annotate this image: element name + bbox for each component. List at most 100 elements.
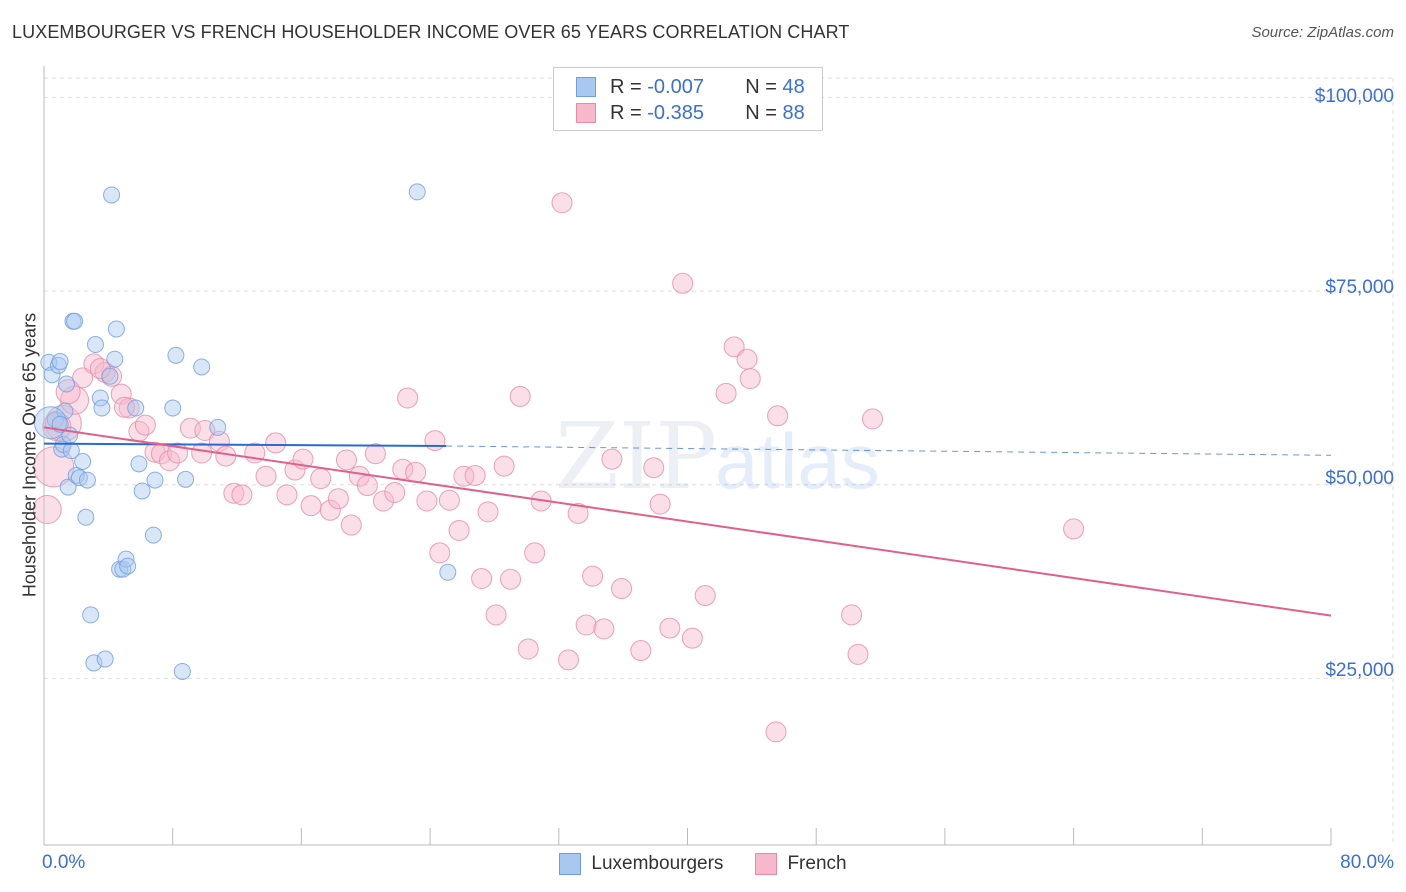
r-value: -0.385 — [647, 101, 704, 124]
french-trend-line — [43, 426, 1332, 617]
french-point — [767, 405, 789, 427]
french-point — [110, 383, 132, 405]
luxembourger-point — [51, 353, 69, 371]
french-point — [575, 614, 597, 636]
luxembourger-trend-extension — [446, 445, 1332, 456]
luxembourger-point — [119, 557, 137, 575]
legend-swatch-blue — [576, 77, 596, 97]
french-points — [32, 192, 1085, 743]
french-point — [310, 468, 332, 490]
legend-swatch-pink — [576, 103, 596, 123]
french-point — [681, 627, 703, 649]
french-point — [438, 489, 460, 511]
trend-lines — [43, 426, 1332, 617]
french-point — [372, 490, 394, 512]
french-point — [215, 445, 237, 467]
luxembourger-point — [33, 406, 67, 440]
luxembourger-point — [62, 442, 80, 460]
x-tick-label-max: 80.0% — [1340, 852, 1394, 873]
french-point — [517, 638, 539, 660]
y-tick-label: $75,000 — [1325, 277, 1394, 298]
french-point — [862, 408, 884, 430]
french-point — [611, 578, 633, 600]
y-axis-label: Householder Income Over 65 years — [19, 312, 40, 598]
luxembourger-point — [167, 346, 185, 364]
french-point — [405, 461, 427, 483]
n-label: N = — [745, 101, 783, 124]
legend-swatch-pink — [755, 853, 778, 875]
french-point — [567, 502, 589, 524]
french-point — [659, 617, 681, 639]
french-point — [509, 385, 531, 407]
french-point — [223, 482, 245, 504]
french-point — [453, 465, 475, 487]
legend-item-french[interactable]: French — [755, 853, 847, 875]
legend-item-luxembourgers[interactable]: Luxembourgers — [559, 853, 723, 875]
n-label: N = — [745, 75, 783, 98]
luxembourger-point — [408, 183, 426, 201]
french-point — [327, 488, 349, 510]
luxembourger-point — [96, 650, 114, 668]
french-point — [231, 484, 253, 506]
french-point — [649, 493, 671, 515]
french-point — [424, 430, 446, 452]
axes — [43, 66, 1332, 846]
n-value: 88 — [782, 101, 805, 124]
r-value: -0.007 — [647, 75, 704, 98]
legend-row-luxembourgers: R = -0.007 N = 48 — [576, 75, 805, 99]
legend-label: Luxembourgers — [591, 853, 724, 874]
french-point — [397, 387, 419, 409]
legend-row-french: R = -0.385 N = 88 — [576, 101, 805, 125]
french-point — [416, 490, 438, 512]
n-value: 48 — [782, 75, 805, 98]
french-point — [384, 481, 406, 503]
luxembourger-point — [144, 526, 162, 544]
french-point — [158, 450, 180, 472]
french-point — [429, 542, 451, 564]
french-point — [551, 192, 573, 214]
r-label: R = — [610, 75, 648, 98]
luxembourger-point — [193, 358, 211, 376]
r-label: R = — [610, 101, 648, 124]
luxembourger-point — [43, 366, 61, 384]
french-point — [765, 721, 787, 743]
luxembourger-point — [46, 411, 64, 429]
luxembourger-point — [67, 466, 85, 484]
french-point — [723, 336, 745, 358]
luxembourger-point — [106, 350, 124, 368]
french-point — [500, 568, 522, 590]
french-point — [524, 542, 546, 564]
y-tick-label: $50,000 — [1325, 468, 1394, 489]
luxembourger-point — [173, 662, 191, 680]
french-point — [847, 643, 869, 665]
french-point — [477, 501, 499, 523]
luxembourger-point — [133, 482, 151, 500]
luxembourger-point — [78, 471, 96, 489]
french-point — [348, 465, 370, 487]
french-point — [672, 272, 694, 294]
luxembourger-point — [114, 560, 132, 578]
french-point — [335, 449, 357, 471]
luxembourger-point — [82, 606, 100, 624]
luxembourger-point — [117, 550, 135, 568]
french-point — [493, 455, 515, 477]
y-tick-label: $25,000 — [1325, 660, 1394, 681]
luxembourger-point — [66, 312, 84, 330]
correlation-legend: R = -0.007 N = 48 R = -0.385 N = 88 — [553, 67, 823, 131]
french-point — [715, 382, 737, 404]
luxembourger-point — [56, 402, 74, 420]
french-point — [557, 649, 579, 671]
luxembourger-point — [77, 508, 95, 526]
luxembourger-point — [209, 418, 227, 436]
french-point — [601, 448, 623, 470]
luxembourger-point — [107, 320, 125, 338]
luxembourger-point — [85, 654, 103, 672]
french-point — [630, 640, 652, 662]
legend-label: French — [787, 853, 847, 874]
luxembourger-point — [127, 399, 145, 417]
legend-swatch-blue — [559, 853, 582, 875]
french-point — [485, 604, 507, 626]
luxembourger-point — [146, 471, 164, 489]
french-point — [736, 348, 758, 370]
